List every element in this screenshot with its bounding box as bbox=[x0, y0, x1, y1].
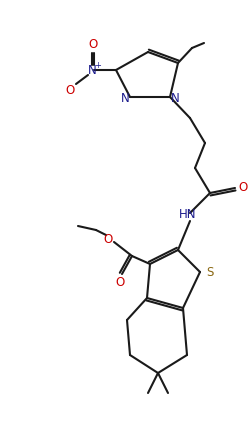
Text: N: N bbox=[87, 63, 96, 77]
Text: S: S bbox=[205, 265, 213, 279]
Text: O: O bbox=[115, 276, 124, 288]
Text: HN: HN bbox=[178, 208, 196, 222]
Text: O: O bbox=[237, 181, 247, 195]
Text: O: O bbox=[88, 38, 97, 52]
Text: O: O bbox=[65, 83, 74, 97]
Text: N: N bbox=[170, 92, 179, 106]
Text: N: N bbox=[120, 92, 129, 106]
Text: O: O bbox=[103, 233, 112, 247]
Text: +: + bbox=[94, 61, 101, 70]
